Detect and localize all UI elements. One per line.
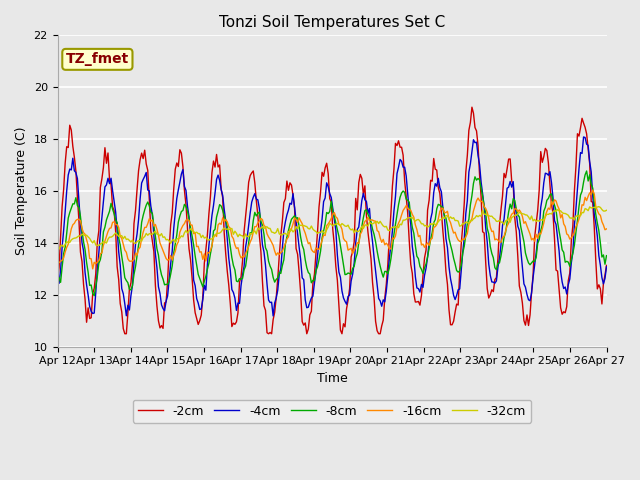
-8cm <box>219 207 227 213</box>
-16cm <box>237 255 245 261</box>
-4cm <box>218 187 225 192</box>
-4cm <box>603 264 611 270</box>
-2cm <box>575 133 583 139</box>
-8cm <box>246 230 254 236</box>
-2cm <box>246 173 254 179</box>
-4cm <box>236 300 243 306</box>
-8cm <box>603 253 611 259</box>
-2cm <box>122 331 130 336</box>
-2cm <box>237 274 245 280</box>
-32cm <box>218 229 225 235</box>
-4cm <box>54 272 61 278</box>
Line: -16cm: -16cm <box>58 190 607 269</box>
-4cm <box>245 222 253 228</box>
X-axis label: Time: Time <box>317 372 348 385</box>
Title: Tonzi Soil Temperatures Set C: Tonzi Soil Temperatures Set C <box>219 15 445 30</box>
-32cm <box>294 226 301 232</box>
-8cm <box>583 168 591 174</box>
-32cm <box>572 213 580 219</box>
-16cm <box>589 187 596 193</box>
Line: -4cm: -4cm <box>58 137 607 316</box>
-8cm <box>573 217 581 223</box>
-16cm <box>246 239 254 245</box>
-32cm <box>236 231 243 237</box>
-2cm <box>54 277 61 283</box>
-8cm <box>122 277 130 283</box>
-16cm <box>573 221 581 227</box>
-32cm <box>603 207 611 213</box>
-2cm <box>295 269 303 275</box>
Legend: -2cm, -4cm, -8cm, -16cm, -32cm: -2cm, -4cm, -8cm, -16cm, -32cm <box>133 400 531 423</box>
-32cm <box>121 233 129 239</box>
-4cm <box>580 134 588 140</box>
-2cm <box>603 263 611 268</box>
-32cm <box>245 234 253 240</box>
-16cm <box>295 215 303 221</box>
-4cm <box>573 186 581 192</box>
-8cm <box>54 275 61 280</box>
-2cm <box>468 104 476 110</box>
-8cm <box>295 224 303 229</box>
-2cm <box>219 195 227 201</box>
-16cm <box>89 266 97 272</box>
Line: -8cm: -8cm <box>58 171 607 296</box>
-16cm <box>219 215 227 221</box>
-32cm <box>54 248 61 253</box>
-16cm <box>603 226 611 232</box>
-4cm <box>121 301 129 307</box>
Y-axis label: Soil Temperature (C): Soil Temperature (C) <box>15 127 28 255</box>
Line: -2cm: -2cm <box>58 107 607 334</box>
-16cm <box>54 258 61 264</box>
Line: -32cm: -32cm <box>58 206 607 251</box>
-32cm <box>595 204 603 209</box>
-8cm <box>90 293 98 299</box>
-4cm <box>295 244 303 250</box>
-2cm <box>121 331 129 336</box>
-8cm <box>237 276 245 282</box>
-16cm <box>122 250 130 255</box>
Text: TZ_fmet: TZ_fmet <box>66 52 129 66</box>
-4cm <box>269 313 277 319</box>
